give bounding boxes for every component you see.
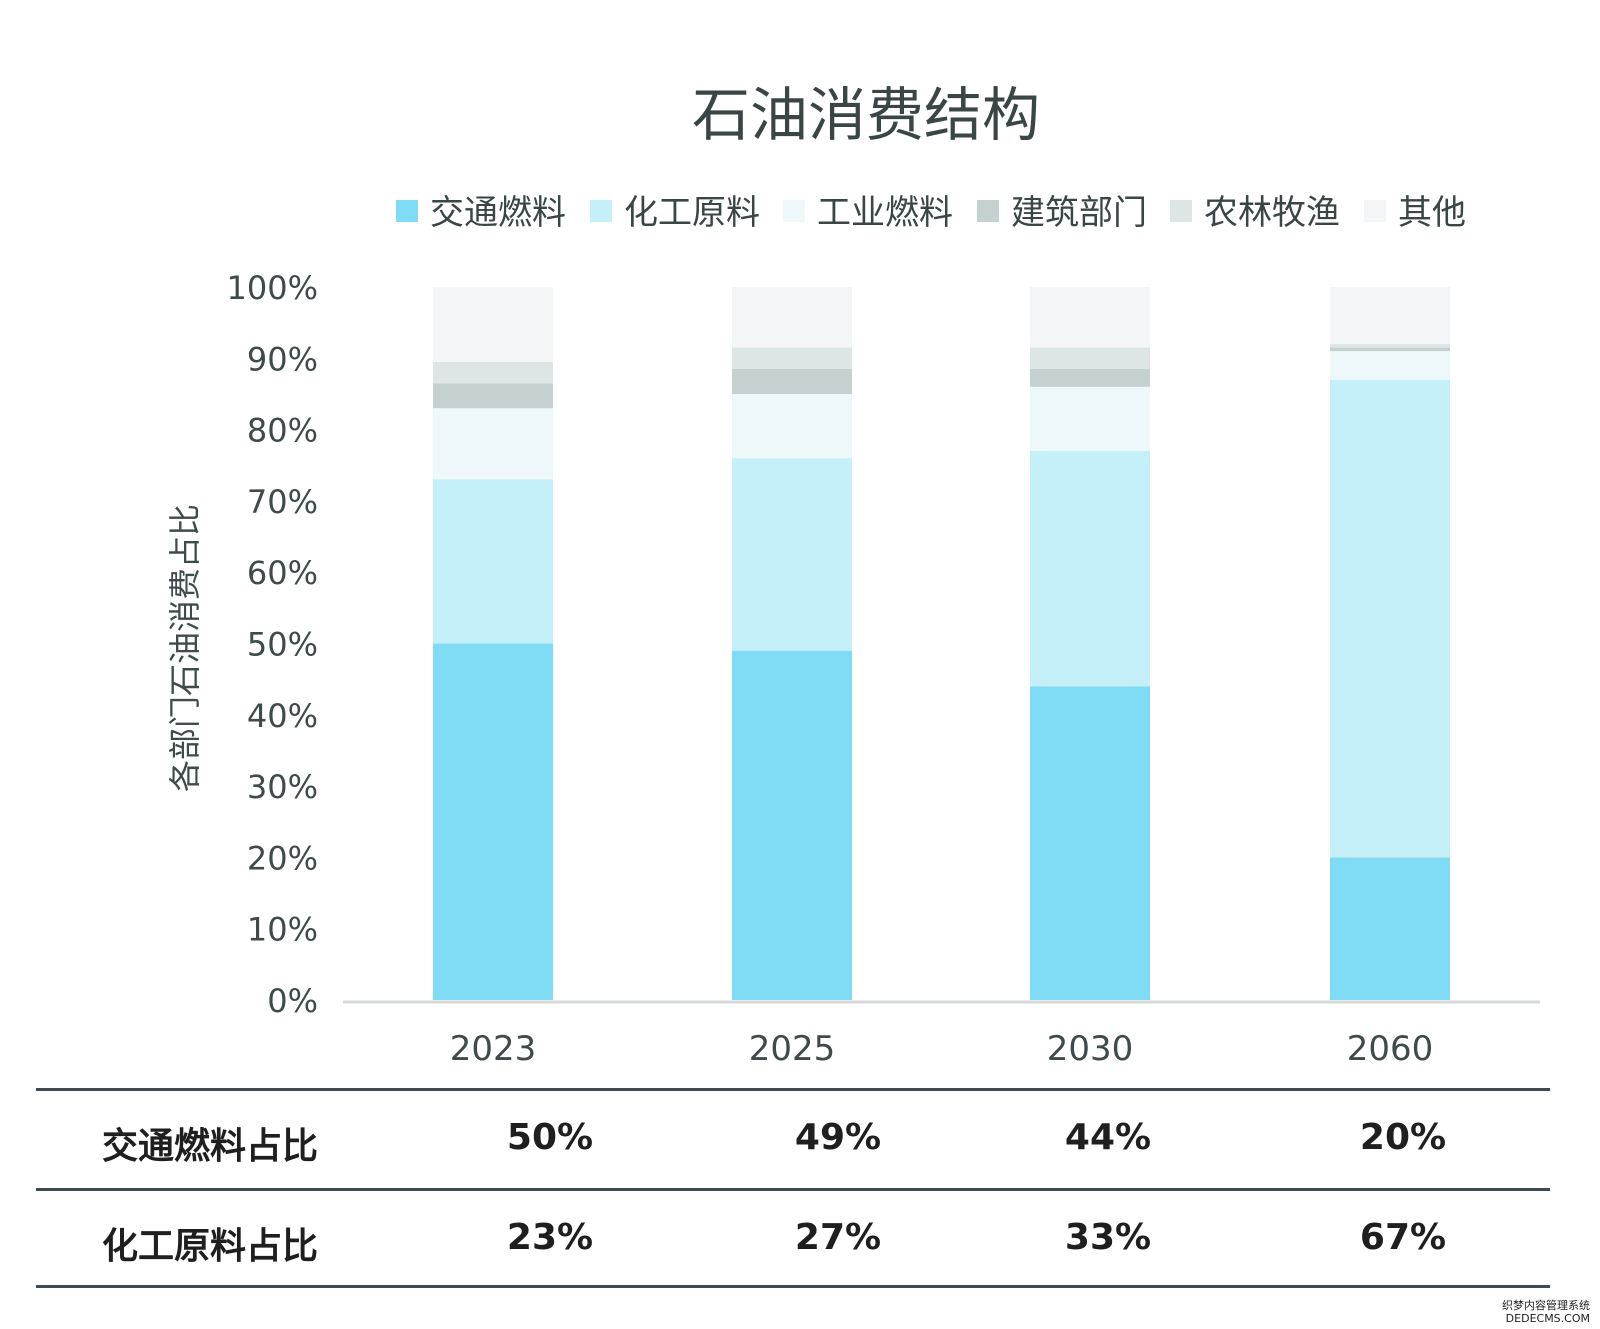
y-tick-label: 30% bbox=[247, 768, 318, 806]
bar-segment bbox=[433, 287, 553, 362]
legend: 交通燃料 化工原料 工业燃料 建筑部门 农林牧渔 其他 bbox=[396, 193, 1466, 233]
legend-label: 交通燃料 bbox=[430, 193, 566, 233]
table-cell: 49% bbox=[794, 1117, 882, 1158]
legend-swatch bbox=[783, 200, 805, 222]
bar-segment bbox=[433, 643, 553, 1000]
x-tick-label: 2025 bbox=[749, 1029, 836, 1069]
bar-segment bbox=[732, 347, 852, 369]
stacked-bar-chart: 石油消费结构 交通燃料 化工原料 工业燃料 建筑部门 农林牧渔 其他 0% 10% 20% 30… bbox=[166, 81, 1540, 1069]
x-tick-label: 2060 bbox=[1347, 1029, 1434, 1069]
y-tick-label: 10% bbox=[247, 911, 318, 949]
bar-segment bbox=[1030, 368, 1150, 387]
y-tick-label: 80% bbox=[247, 412, 318, 450]
bar-segment bbox=[732, 458, 852, 651]
y-tick-label: 20% bbox=[247, 839, 318, 877]
chart-title: 石油消费结构 bbox=[692, 81, 1040, 149]
table-row: 交通燃料占比 50% 49% 44% 20% bbox=[36, 1088, 1550, 1188]
bar-segment bbox=[732, 368, 852, 394]
legend-swatch bbox=[396, 200, 418, 222]
table-cell: 67% bbox=[1359, 1217, 1447, 1258]
bar-segment bbox=[732, 393, 852, 459]
bar-segment bbox=[732, 287, 852, 348]
table-cell: 23% bbox=[506, 1217, 594, 1258]
bar-segment bbox=[1330, 351, 1450, 380]
row-label: 交通燃料占比 bbox=[102, 1126, 319, 1167]
table-cell: 33% bbox=[1064, 1217, 1152, 1258]
x-axis: 2023 2025 2030 2060 bbox=[450, 1029, 1434, 1069]
watermark: 织梦内容管理系统 DEDECMS.COM bbox=[1502, 1299, 1590, 1325]
bar-segment bbox=[1030, 347, 1150, 369]
bar-segment bbox=[433, 361, 553, 384]
bars bbox=[433, 287, 1450, 1000]
table-cell: 27% bbox=[794, 1217, 882, 1258]
table-cell: 50% bbox=[506, 1117, 594, 1158]
watermark-line: 织梦内容管理系统 bbox=[1502, 1299, 1590, 1312]
bar-segment bbox=[433, 383, 553, 409]
legend-label: 农林牧渔 bbox=[1204, 193, 1340, 233]
bar-segment bbox=[433, 479, 553, 644]
bar-segment bbox=[732, 650, 852, 1000]
y-tick-label: 40% bbox=[247, 697, 318, 735]
y-tick-label: 70% bbox=[247, 483, 318, 521]
bar-segment bbox=[1330, 344, 1450, 348]
bar-segment bbox=[1330, 347, 1450, 352]
table-cell: 20% bbox=[1359, 1117, 1447, 1158]
y-tick-label: 100% bbox=[227, 269, 318, 307]
legend-swatch bbox=[590, 200, 612, 222]
bar-segment bbox=[1330, 857, 1450, 1000]
y-tick-label: 60% bbox=[247, 554, 318, 592]
bar-segment bbox=[1030, 386, 1150, 451]
y-tick-label: 0% bbox=[267, 982, 318, 1020]
x-tick-label: 2023 bbox=[450, 1029, 537, 1069]
legend-label: 建筑部门 bbox=[1011, 193, 1147, 233]
bar-segment bbox=[1030, 450, 1150, 687]
bar-segment bbox=[1030, 287, 1150, 348]
y-tick-label: 50% bbox=[247, 626, 318, 664]
table-cell: 44% bbox=[1064, 1117, 1152, 1158]
y-axis-label: 各部门石油消费占比 bbox=[166, 504, 204, 792]
legend-label: 其他 bbox=[1398, 193, 1466, 233]
bar-segment bbox=[1330, 287, 1450, 345]
watermark-line: DEDECMS.COM bbox=[1505, 1312, 1590, 1325]
bar-segment bbox=[433, 408, 553, 480]
legend-label: 化工原料 bbox=[624, 193, 760, 233]
y-axis: 0% 10% 20% 30% 40% 50% 60% 70% 80% 90% 100% bbox=[227, 269, 318, 1020]
table-row: 化工原料占比 23% 27% 33% 67% bbox=[36, 1188, 1550, 1288]
y-tick-label: 90% bbox=[247, 340, 318, 378]
bar-segment bbox=[1030, 686, 1150, 1000]
row-label: 化工原料占比 bbox=[102, 1226, 319, 1267]
legend-swatch bbox=[977, 200, 999, 222]
summary-table: 交通燃料占比 50% 49% 44% 20% 化工原料占比 23% 27% 33… bbox=[36, 1088, 1550, 1288]
x-tick-label: 2030 bbox=[1047, 1029, 1134, 1069]
bar-segment bbox=[1330, 379, 1450, 858]
legend-swatch bbox=[1170, 200, 1192, 222]
legend-label: 工业燃料 bbox=[817, 193, 953, 233]
legend-swatch bbox=[1364, 200, 1386, 222]
